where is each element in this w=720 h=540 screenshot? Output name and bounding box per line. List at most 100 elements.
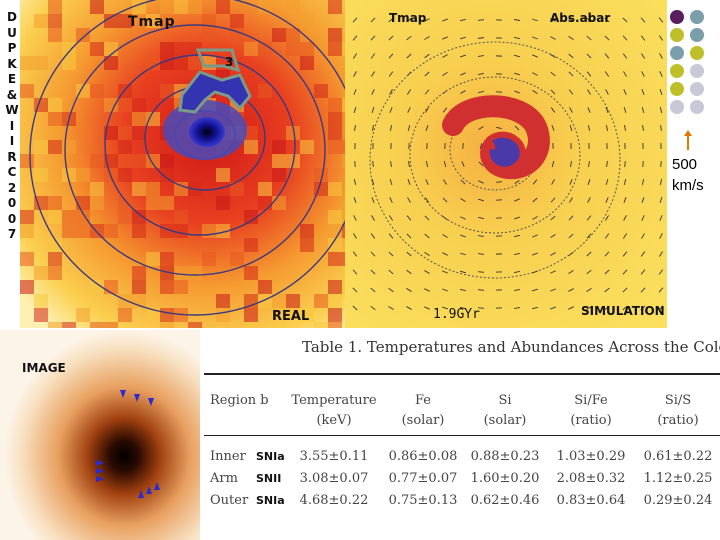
side-annotation-char: W bbox=[5, 103, 19, 117]
velocity-arrow bbox=[424, 288, 430, 292]
temperature-patch bbox=[300, 42, 314, 56]
velocity-arrow bbox=[406, 35, 412, 41]
velocity-arrow bbox=[641, 197, 645, 203]
velocity-arrow bbox=[659, 106, 663, 114]
velocity-arrow bbox=[352, 17, 358, 23]
temperature-patch bbox=[174, 42, 188, 56]
temperature-patch bbox=[286, 42, 300, 56]
temperature-patch bbox=[160, 266, 174, 280]
velocity-arrow bbox=[353, 197, 357, 203]
velocity-arrow bbox=[442, 197, 448, 203]
velocity-arrow bbox=[425, 161, 429, 167]
velocity-arrow bbox=[388, 215, 394, 221]
temperature-patch bbox=[132, 266, 146, 280]
velocity-arrow bbox=[459, 288, 467, 292]
velocity-arrow bbox=[478, 180, 484, 184]
velocity-arrow bbox=[604, 35, 610, 41]
velocity-arrow bbox=[568, 35, 574, 41]
velocity-arrow bbox=[568, 215, 574, 221]
velocity-arrow bbox=[388, 53, 394, 59]
velocity-arrow bbox=[586, 71, 592, 77]
velocity-arrow bbox=[407, 197, 411, 203]
temperature-patch bbox=[104, 56, 118, 70]
velocity-arrow bbox=[551, 161, 555, 167]
temperature-patch bbox=[342, 280, 345, 294]
temperature-patch bbox=[104, 126, 118, 140]
velocity-arrow bbox=[424, 251, 430, 257]
velocity-arrow bbox=[586, 287, 592, 293]
velocity-arrow bbox=[640, 251, 646, 257]
palette-dot bbox=[670, 82, 684, 96]
temperature-patch bbox=[48, 196, 62, 210]
temperature-patch bbox=[314, 294, 328, 308]
temperature-patch bbox=[300, 238, 314, 252]
temperature-patch bbox=[118, 168, 132, 182]
velocity-arrow bbox=[370, 233, 376, 239]
side-annotation: D U P K E & W I I R C 2 0 0 7 bbox=[4, 10, 20, 243]
temperature-patch bbox=[328, 126, 342, 140]
palette-dot bbox=[690, 10, 704, 24]
tmap-real-label: Tmap bbox=[128, 14, 176, 30]
velocity-arrow bbox=[532, 252, 538, 256]
velocity-arrow bbox=[406, 269, 412, 275]
velocity-arrow bbox=[513, 289, 521, 291]
side-annotation-char: I bbox=[9, 118, 15, 133]
velocity-arrow bbox=[514, 54, 520, 58]
velocity-arrow bbox=[406, 288, 412, 292]
table-cell: 1.03±0.29 bbox=[556, 449, 626, 464]
table-header-unit: (ratio) bbox=[570, 413, 612, 428]
temperature-patch bbox=[328, 294, 342, 308]
table-cell: 1.60±0.20 bbox=[470, 471, 540, 486]
velocity-arrow bbox=[659, 71, 663, 77]
temperature-patch bbox=[76, 28, 90, 42]
temperature-patch bbox=[328, 112, 342, 126]
temperature-patch bbox=[328, 210, 342, 224]
temperature-patch bbox=[258, 294, 272, 308]
temperature-patch bbox=[286, 28, 300, 42]
arm-region-outline bbox=[178, 70, 252, 114]
velocity-arrow bbox=[513, 36, 521, 40]
velocity-arrow bbox=[460, 36, 466, 40]
velocity-arrow bbox=[389, 107, 393, 113]
velocity-arrow bbox=[569, 125, 573, 131]
abundance-table: Region b Temperature (keV) Fe (solar) Si (sola… bbox=[204, 373, 720, 540]
velocity-arrow bbox=[550, 107, 556, 113]
temperature-patch bbox=[118, 294, 132, 308]
temperature-patch bbox=[160, 322, 174, 328]
temperature-patch bbox=[216, 224, 230, 238]
real-temperature-map: 3 Tmap REAL bbox=[20, 0, 345, 328]
velocity-arrow bbox=[388, 17, 394, 23]
velocity-arrow bbox=[496, 181, 502, 183]
velocity-arrow bbox=[353, 71, 357, 77]
temperature-patch bbox=[90, 0, 104, 14]
table-header-unit: (keV) bbox=[316, 413, 352, 428]
region-number: 3 bbox=[225, 55, 233, 69]
velocity-arrow bbox=[532, 18, 538, 22]
temperature-patch bbox=[20, 224, 34, 238]
velocity-arrow bbox=[352, 251, 358, 257]
side-annotation-char: K bbox=[7, 56, 17, 71]
velocity-arrow bbox=[389, 179, 393, 185]
temperature-patch bbox=[258, 182, 272, 196]
temperature-patch bbox=[328, 0, 342, 14]
temperature-patch bbox=[300, 56, 314, 70]
temperature-patch bbox=[48, 28, 62, 42]
velocity-arrow bbox=[551, 179, 555, 185]
time-label: 1.9GYr bbox=[433, 307, 480, 322]
temperature-patch bbox=[62, 168, 76, 182]
velocity-arrow bbox=[640, 17, 646, 23]
table-cell: 0.88±0.23 bbox=[470, 449, 540, 464]
velocity-arrow bbox=[406, 215, 412, 221]
velocity-arrow bbox=[514, 216, 520, 220]
velocity-arrow bbox=[514, 90, 520, 94]
velocity-arrow bbox=[478, 198, 484, 202]
palette-dot bbox=[690, 28, 704, 42]
velocity-arrow bbox=[424, 270, 430, 274]
temperature-patch bbox=[160, 196, 174, 210]
velocity-arrow bbox=[513, 19, 521, 21]
temperature-patch bbox=[132, 210, 146, 224]
table-cell: Inner bbox=[210, 449, 246, 464]
velocity-arrow bbox=[388, 305, 394, 311]
velocity-arrow bbox=[640, 305, 646, 311]
temperature-patch bbox=[34, 14, 48, 28]
